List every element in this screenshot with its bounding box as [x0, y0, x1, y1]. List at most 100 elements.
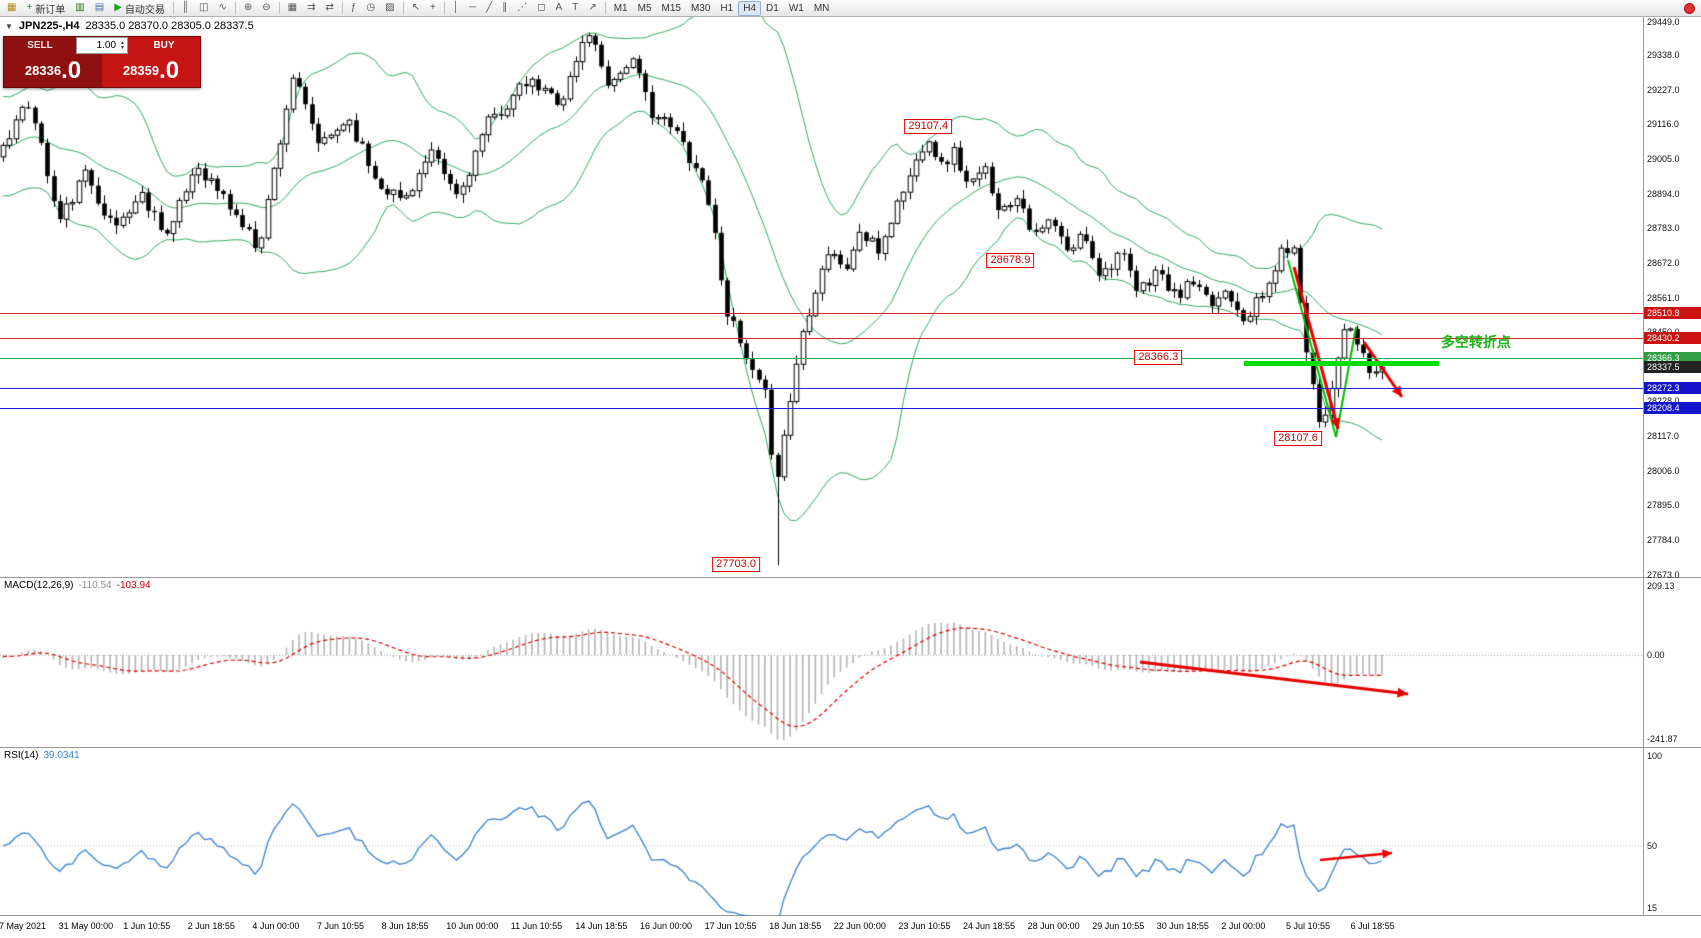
- tile-windows-button[interactable]: ▦: [283, 1, 302, 16]
- price-axis-label: 28117.0: [1647, 431, 1679, 442]
- timeframes-menu-icon: ◷: [366, 2, 376, 13]
- rsi-plot[interactable]: RSI(14) 39.0341: [0, 748, 1643, 916]
- ohlc-values: 28335.0 28370.0 28305.0 28337.5: [85, 20, 254, 32]
- candlestick-chart-icon: ◫: [199, 2, 209, 13]
- zoom-out-icon: ⊖: [262, 2, 271, 13]
- profiles-button[interactable]: ▤: [90, 1, 109, 16]
- price-callout-28107.6[interactable]: 28107.6: [1274, 430, 1322, 446]
- text-label-icon: T: [572, 2, 579, 13]
- text-label-button[interactable]: T: [567, 1, 583, 16]
- price-axis-label: 27784.0: [1647, 534, 1680, 545]
- time-axis-label: 18 Jun 18:55: [769, 921, 822, 931]
- line-chart-button[interactable]: ∿: [213, 1, 231, 16]
- timeframe-w1[interactable]: W1: [784, 1, 809, 16]
- vertical-line-button[interactable]: │: [448, 1, 464, 16]
- horizontal-level-line[interactable]: [0, 338, 1643, 340]
- timeframe-mn[interactable]: MN: [809, 1, 835, 16]
- shapes-button[interactable]: ◻: [532, 1, 550, 16]
- chart-plot[interactable]: 29107.4 28678.9 28366.3 28107.6 27703.0 多空转折…: [0, 17, 1643, 578]
- candlestick-chart-button[interactable]: ◫: [194, 1, 213, 16]
- time-axis-label: 2 Jul 00:00: [1221, 921, 1266, 931]
- spinner-up-icon[interactable]: ▲: [120, 39, 125, 46]
- macd-plot[interactable]: MACD(12,26,9) -110.54 -103.94: [0, 578, 1643, 748]
- horizontal-level-line[interactable]: [0, 313, 1643, 315]
- timeframes-menu-button[interactable]: ◷: [361, 1, 380, 16]
- timeframe-m1[interactable]: M1: [609, 1, 633, 16]
- timeframe-h1[interactable]: H1: [715, 1, 738, 16]
- candlestick-chart-canvas[interactable]: [0, 17, 1643, 578]
- bar-chart-icon: ║: [181, 2, 189, 13]
- time-axis[interactable]: 27 May 2021 31 May 00:00 1 Jun 10:55 2 Jun …: [0, 916, 1701, 938]
- rsi-canvas[interactable]: [0, 748, 1643, 916]
- rsi-panel: RSI(14) 39.0341 100 50 15: [0, 748, 1701, 916]
- time-axis-label: 27 May 2021: [0, 921, 47, 931]
- macd-name: MACD(12,26,9): [4, 580, 74, 591]
- macd-canvas[interactable]: [0, 578, 1643, 748]
- time-axis-label: 14 Jun 18:55: [575, 921, 628, 931]
- trendline-button[interactable]: ╱: [481, 1, 497, 16]
- volume-input[interactable]: 1.00 ▲ ▼: [76, 37, 128, 54]
- rsi-axis[interactable]: 100 50 15: [1643, 748, 1701, 915]
- crosshair-button[interactable]: +: [425, 1, 441, 16]
- rsi-scale-label: 100: [1647, 751, 1663, 761]
- timeframe-m5[interactable]: M5: [633, 1, 657, 16]
- text-button[interactable]: A: [551, 1, 568, 16]
- zoom-in-button[interactable]: ⊕: [239, 1, 257, 16]
- timeframe-w1-label: W1: [788, 2, 804, 14]
- price-axis-label: 27895.0: [1647, 500, 1680, 511]
- timeframe-m15[interactable]: M15: [657, 1, 686, 16]
- channel-button[interactable]: ∥: [497, 1, 512, 16]
- indicators-button[interactable]: ƒ: [346, 1, 362, 16]
- timeframe-m1-label: M1: [613, 2, 628, 14]
- horizontal-level-line[interactable]: [0, 358, 1643, 360]
- app-button[interactable]: ▦: [2, 1, 21, 16]
- price-callout-27703.0[interactable]: 27703.0: [712, 557, 760, 573]
- chart-shift-button[interactable]: ⇄: [320, 1, 338, 16]
- zoom-in-icon: ⊕: [243, 2, 253, 13]
- timeframe-d1[interactable]: D1: [761, 1, 784, 16]
- zoom-out-button[interactable]: ⊖: [257, 1, 275, 16]
- turning-point-annotation[interactable]: 多空转折点: [1440, 334, 1511, 351]
- horizontal-level-line[interactable]: [0, 387, 1643, 389]
- price-callout-29107.4[interactable]: 29107.4: [904, 119, 953, 135]
- volume-spinner[interactable]: ▲ ▼: [118, 39, 127, 51]
- spinner-down-icon[interactable]: ▼: [120, 44, 125, 51]
- buy-price-pips: .0: [159, 56, 180, 84]
- macd-signal-value: -103.94: [116, 580, 151, 591]
- chart-windows-button[interactable]: ▥: [70, 1, 89, 16]
- time-axis-label: 5 Jul 10:55: [1286, 921, 1331, 931]
- bar-chart-button[interactable]: ║: [177, 1, 194, 16]
- macd-axis[interactable]: 209.13 0.00 -241.87: [1643, 578, 1701, 747]
- sell-price[interactable]: 28336.0: [4, 54, 102, 87]
- price-axis-label: 28561.0: [1647, 292, 1680, 303]
- autotrading-button[interactable]: ▶ 自动交易: [109, 1, 170, 16]
- time-axis-label: 16 Jun 00:00: [640, 921, 693, 931]
- timeframe-h4[interactable]: H4: [738, 0, 762, 16]
- price-axis[interactable]: 29449.0 29338.0 29227.0 29116.0 29005.0 28894…: [1643, 17, 1701, 580]
- cursor-button[interactable]: ↖: [407, 1, 425, 16]
- buy-price[interactable]: 28359.0: [102, 54, 200, 87]
- time-axis-label: 11 Jun 10:55: [510, 921, 563, 931]
- templates-button[interactable]: ▨: [380, 1, 399, 16]
- timeframe-m30[interactable]: M30: [686, 1, 715, 16]
- fibonacci-button[interactable]: ⋰: [512, 1, 532, 16]
- price-tag-28272.3: 28272.3: [1644, 381, 1701, 394]
- arrows-button[interactable]: ↗: [583, 1, 601, 16]
- app-icon: ▦: [7, 2, 17, 13]
- panel-collapse-icon[interactable]: ▼: [5, 21, 13, 31]
- new-order-button[interactable]: + 新订单: [21, 1, 70, 16]
- price-tag-28510.8: 28510.8: [1644, 307, 1701, 320]
- price-axis-label: 28894.0: [1647, 188, 1680, 199]
- timeframe-m30-label: M30: [690, 2, 711, 14]
- price-callout-28678.9[interactable]: 28678.9: [986, 252, 1035, 268]
- auto-scroll-button[interactable]: ⇉: [302, 1, 320, 16]
- toolbar-separator: [402, 2, 404, 14]
- rsi-label: RSI(14) 39.0341: [4, 750, 80, 761]
- horizontal-line-button[interactable]: ─: [464, 1, 481, 16]
- horizontal-level-line[interactable]: [0, 407, 1643, 409]
- time-axis-label: 17 Jun 10:55: [704, 921, 757, 931]
- sell-button[interactable]: SELL: [4, 37, 76, 54]
- thick-support-line[interactable]: [1243, 360, 1440, 366]
- buy-button[interactable]: BUY: [128, 37, 200, 54]
- price-callout-28366.3[interactable]: 28366.3: [1134, 350, 1183, 366]
